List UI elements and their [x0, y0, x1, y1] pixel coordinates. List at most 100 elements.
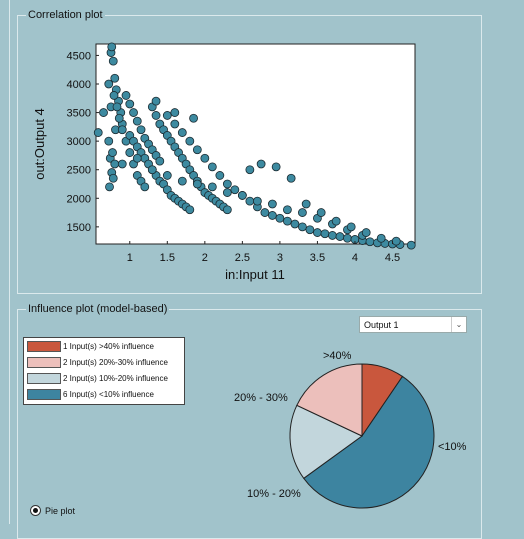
pie-plot-radio-label: Pie plot	[45, 505, 76, 516]
radio-selected-dot	[33, 508, 38, 513]
x-tick-label: 2	[202, 252, 208, 264]
scatter-point	[104, 136, 114, 146]
scatter-point	[298, 208, 307, 217]
scatter-point	[108, 173, 118, 183]
scatter-point	[222, 179, 232, 189]
scatter-point	[185, 205, 195, 215]
scatter-point	[267, 199, 277, 209]
influence-pie-chart	[289, 363, 435, 509]
scatter-point	[114, 113, 124, 123]
scatter-point	[177, 176, 187, 186]
y-tick-label: 4500	[67, 50, 91, 62]
scatter-point	[140, 182, 150, 192]
scatter-point	[245, 165, 255, 175]
influence-panel-title: Influence plot (model-based)	[26, 302, 170, 316]
y-axis-ticks: 1500 2000 2500 3000 3500 4000 4500	[67, 50, 99, 234]
radio-button[interactable]	[30, 505, 41, 516]
legend-item-10-20: 2 Input(s) 10%-20% influence	[27, 372, 168, 385]
scatter-point	[125, 99, 135, 109]
scatter-point	[207, 182, 217, 192]
scatter-point	[104, 79, 114, 89]
scatter-point	[129, 108, 138, 117]
pie-plot-radio[interactable]: Pie plot	[30, 505, 75, 516]
legend-label: 6 Input(s) <10% influence	[63, 390, 154, 399]
y-tick-label: 3500	[67, 108, 91, 120]
scatter-point	[207, 162, 217, 172]
scatter-point	[215, 171, 225, 180]
x-tick-label: 3.5	[310, 252, 325, 264]
scatter-point	[136, 125, 146, 135]
scatter-point	[125, 148, 135, 157]
scatter-point	[305, 225, 315, 235]
scatter-point	[260, 208, 270, 217]
correlation-scatter-chart: 1 1.5 2 2.5 3 3.5 4 4.5 1500 2000 2500 3000 3500 400…	[32, 42, 416, 282]
scatter-point	[185, 136, 195, 146]
scatter-point	[222, 205, 232, 215]
left-frame-line	[9, 0, 10, 524]
scatter-point	[155, 156, 165, 166]
scatter-point	[298, 222, 307, 232]
x-tick-label: 4.5	[385, 252, 400, 264]
pie-label-20-30: 20% - 30%	[234, 392, 288, 404]
scatter-point	[256, 159, 266, 169]
correlation-panel-title: Correlation plot	[26, 8, 105, 22]
scatter-point	[192, 145, 202, 155]
scatter-point	[275, 213, 285, 223]
scatter-point	[170, 119, 180, 129]
pie-slice	[296, 363, 363, 437]
scatter-point	[132, 116, 142, 126]
pie-label-10-20: 10% - 20%	[247, 488, 301, 500]
scatter-point	[177, 128, 187, 137]
x-tick-label: 2.5	[235, 252, 250, 264]
scatter-point	[117, 125, 127, 135]
y-tick-label: 4000	[67, 79, 91, 91]
legend-swatch	[27, 341, 61, 352]
scatter-point	[222, 188, 232, 197]
legend-item-gt40: 1 Input(s) >40% influence	[27, 340, 154, 353]
scatter-point	[162, 111, 172, 120]
pie-label-gt40: >40%	[323, 350, 352, 362]
scatter-point	[108, 148, 117, 157]
influence-legend: 1 Input(s) >40% influence 2 Input(s) 20%…	[23, 337, 185, 405]
scatter-point	[109, 91, 119, 100]
y-tick-label: 2000	[67, 193, 91, 205]
scatter-point	[99, 108, 108, 117]
scatter-point	[316, 208, 326, 217]
scatter-point	[282, 205, 292, 215]
legend-swatch	[27, 389, 61, 400]
scatter-point	[230, 185, 240, 195]
legend-item-lt10: 6 Input(s) <10% influence	[27, 388, 154, 401]
x-tick-label: 3	[277, 252, 283, 264]
scatter-point	[267, 211, 277, 220]
scatter-point	[110, 73, 120, 83]
scatter-point	[107, 42, 117, 52]
scatter-point	[189, 113, 198, 123]
pie-slices	[289, 363, 435, 509]
legend-label: 1 Input(s) >40% influence	[63, 342, 154, 351]
legend-swatch	[27, 357, 61, 368]
scatter-point	[105, 182, 114, 192]
scatter-point	[151, 96, 161, 106]
scatter-point	[282, 216, 292, 226]
scatter-point	[162, 171, 172, 180]
scatter-point	[121, 91, 131, 100]
scatter-point	[200, 153, 210, 163]
scatter-point	[112, 102, 122, 112]
scatter-point	[331, 216, 341, 226]
x-tick-label: 4	[352, 252, 358, 264]
legend-label: 2 Input(s) 10%-20% influence	[63, 374, 168, 383]
y-tick-label: 1500	[67, 222, 91, 234]
scatter-point	[406, 240, 416, 250]
chevron-down-icon[interactable]: ⌄	[451, 317, 466, 332]
y-tick-label: 2500	[67, 165, 91, 177]
legend-item-20-30: 2 Input(s) 20%-30% influence	[27, 356, 168, 369]
x-tick-label: 1.5	[160, 252, 175, 264]
pie-slice	[303, 375, 435, 509]
pie-label-lt10: <10%	[438, 441, 467, 453]
scatter-point	[237, 191, 247, 200]
output-select-dropdown[interactable]: Output 1 ⌄	[359, 316, 467, 333]
scatter-point	[147, 165, 157, 175]
legend-label: 2 Input(s) 20%-30% influence	[63, 358, 168, 367]
x-axis-ticks: 1 1.5 2 2.5 3 3.5 4 4.5	[127, 241, 400, 264]
scatter-point	[301, 199, 311, 209]
